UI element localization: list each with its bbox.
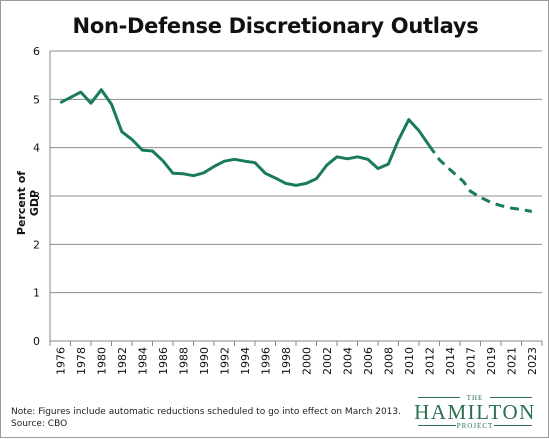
note-text: Note: Figures include automatic reductio… [11, 407, 401, 417]
x-tick-label: 2010 [403, 347, 416, 375]
x-tick-label: 1986 [157, 347, 170, 375]
x-tick-label: 2019 [485, 347, 498, 375]
y-tick-label: 1 [33, 287, 40, 300]
x-tick-label: 2000 [300, 347, 313, 375]
logo-name-text: HAMILTON [414, 400, 536, 424]
y-tick-label: 2 [33, 238, 40, 251]
y-tick-label: 5 [33, 93, 40, 106]
x-tick-label: 1988 [177, 347, 190, 375]
x-tick-label: 1980 [95, 347, 108, 375]
projected-series-line [428, 144, 533, 213]
y-tick-label: 6 [33, 45, 40, 58]
x-tick-label: 2014 [444, 347, 457, 375]
x-tick-label: 1984 [136, 347, 149, 375]
x-tick-label: 1982 [116, 347, 129, 375]
x-tick-label: 1994 [239, 347, 252, 375]
x-tick-label: 1996 [259, 347, 272, 375]
hamilton-project-logo: THE HAMILTON PROJECT [414, 394, 536, 434]
historical-series-line [59, 88, 431, 187]
chart-title: Non-Defense Discretionary Outlays [72, 14, 479, 38]
x-tick-label: 1992 [218, 347, 231, 375]
x-tick-label: 2023 [526, 347, 539, 375]
x-tick-label: 2008 [382, 347, 395, 375]
source-text: Source: CBO [11, 419, 68, 429]
x-tick-label: 2017 [464, 347, 477, 375]
x-tick-label: 1998 [280, 347, 293, 375]
y-tick-label: 3 [33, 190, 40, 203]
x-tick-label: 1978 [75, 347, 88, 375]
x-tick-label: 2002 [321, 347, 334, 375]
logo-bottom-text: PROJECT [456, 422, 494, 430]
logo-top-text: THE [466, 394, 484, 402]
y-tick-label: 0 [33, 335, 40, 348]
x-tick-label: 1990 [198, 347, 211, 375]
y-tick-label: 4 [33, 142, 40, 155]
chart-note: Note: Figures include automatic reductio… [11, 406, 411, 430]
x-tick-label: 2004 [341, 347, 354, 375]
x-tick-label: 1976 [54, 347, 67, 375]
x-tick-label: 2021 [505, 347, 518, 375]
x-tick-label: 2012 [423, 347, 436, 375]
x-tick-label: 2006 [362, 347, 375, 375]
